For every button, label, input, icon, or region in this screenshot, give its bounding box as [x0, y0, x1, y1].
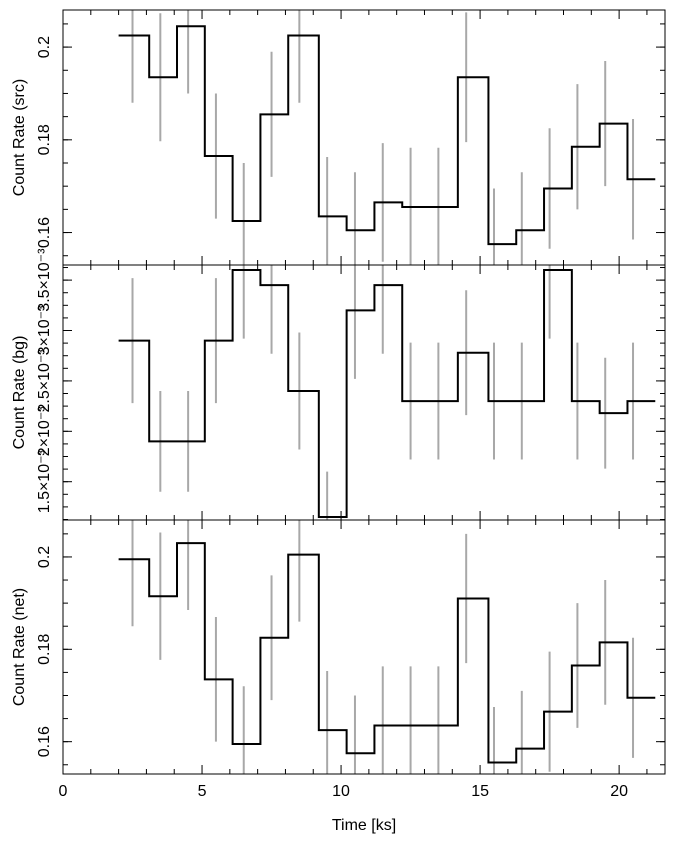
x-tick-label: 0	[59, 783, 68, 800]
plot-frame	[62, 9, 666, 266]
y-tick-label: 3×10⁻³	[36, 305, 53, 355]
panel-bg: 1.5×10⁻³2×10⁻³2.5×10⁻³3×10⁻³3.5×10⁻³ Coun…	[11, 248, 666, 521]
y-tick-label: 0.16	[36, 217, 53, 248]
y-tick-label: 2.5×10⁻³	[36, 349, 53, 413]
y-tick-label: 0.2	[36, 546, 53, 568]
y-tick-label: 3.5×10⁻³	[36, 248, 53, 312]
series-step-line	[118, 25, 656, 246]
x-tick-label: 20	[610, 783, 628, 800]
y-axis-title: Count Rate (src)	[11, 79, 28, 196]
y-tick-label: 0.2	[36, 36, 53, 58]
panel-src: 0.16 0.18 0.2 Count Rate (src)	[11, 9, 666, 266]
panel-net: 0.16 0.18 0.2 Count Rate (net)	[11, 519, 666, 775]
plot-frame	[62, 519, 666, 775]
x-axis: 0 5 10 15 20 Time [ks]	[59, 783, 629, 834]
y-tick-label: 0.18	[36, 124, 53, 155]
series-step-line	[118, 542, 656, 764]
x-axis-title: Time [ks]	[332, 817, 396, 834]
y-tick-label: 0.18	[36, 634, 53, 665]
series-step-line	[118, 269, 656, 518]
x-tick-label: 10	[332, 783, 350, 800]
x-tick-label: 15	[471, 783, 489, 800]
y-axis-title: Count Rate (bg)	[11, 336, 28, 450]
y-tick-label: 0.16	[36, 726, 53, 757]
y-tick-label: 2×10⁻³	[36, 406, 53, 456]
x-tick-label: 5	[198, 783, 207, 800]
y-tick-label: 1.5×10⁻³	[36, 449, 53, 513]
y-axis-title: Count Rate (net)	[11, 588, 28, 706]
plot-frame	[62, 264, 666, 521]
